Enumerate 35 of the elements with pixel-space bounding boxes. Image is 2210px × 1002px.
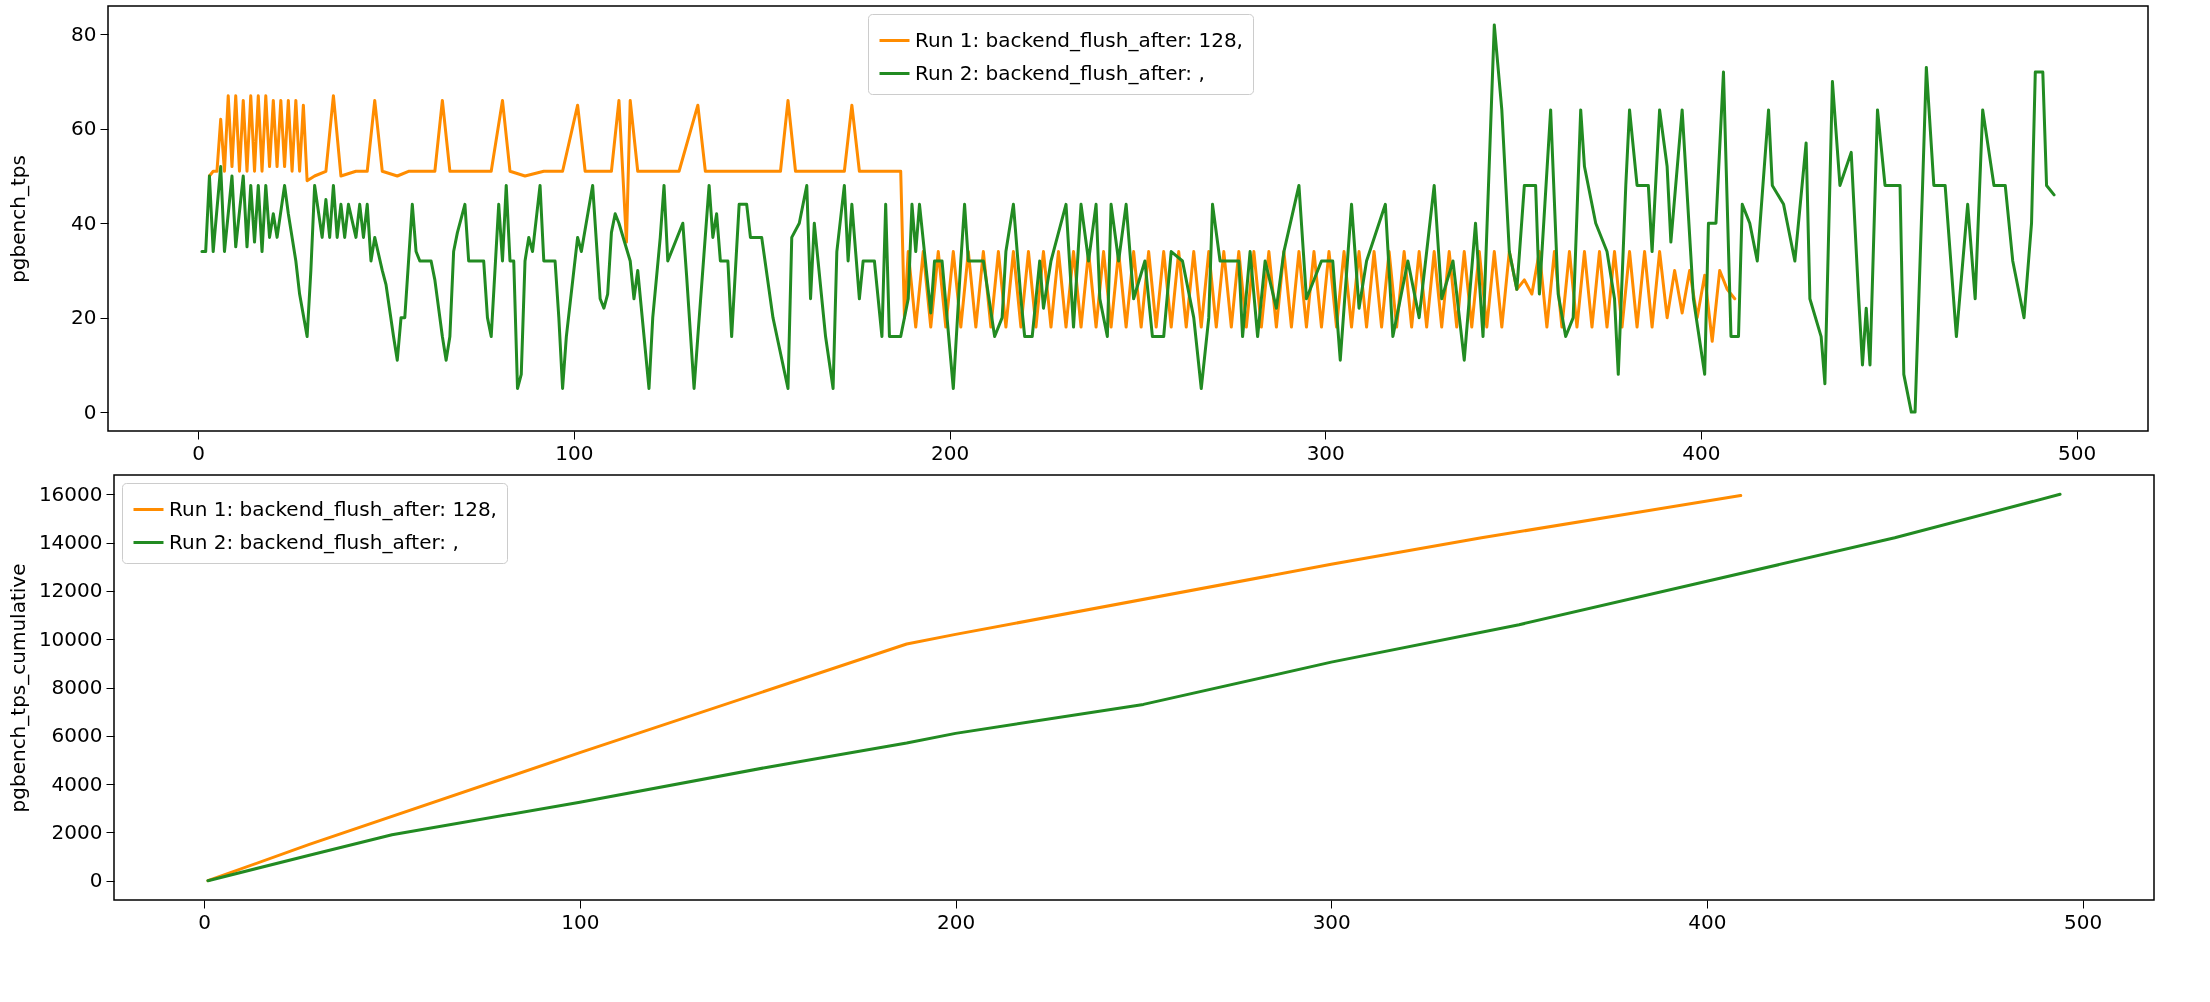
x-tick-label: 300 [1312,909,1351,934]
y-tick-label: 12000 [38,578,103,603]
x-tick-label: 300 [1306,440,1345,465]
y-tick-label: 10000 [38,626,103,651]
y-tick-label: 80 [71,21,97,46]
y-tick-label: 4000 [51,771,103,796]
x-tick-label: 100 [555,440,594,465]
y-tick-label: 60 [71,116,97,141]
x-tick-label: 0 [198,909,212,934]
line-series [200,23,2056,414]
line-series [207,94,1737,343]
y-axis-title: pgbench_tps_cumulative [5,563,30,813]
y-tick-label: 14000 [38,530,103,555]
legend-label: Run 2: backend_flush_after: , [915,60,1205,85]
x-tick-label: 200 [930,440,970,465]
y-tick-label: 8000 [51,675,103,699]
y-tick-label: 20 [71,305,97,330]
y-tick-label: 40 [71,210,97,235]
x-tick-label: 500 [2058,440,2097,465]
legend-label: Run 1: backend_flush_after: 128, [169,496,497,521]
x-tick-label: 400 [1682,440,1721,465]
legend-label: Run 1: backend_flush_after: 128, [915,27,1243,52]
x-tick-label: 0 [192,440,206,465]
x-tick-label: 100 [561,909,600,934]
legend-label: Run 2: backend_flush_after: , [169,529,459,554]
y-axis-title: pgbench_tps [5,155,30,283]
x-tick-label: 200 [936,909,976,934]
x-tick-label: 400 [1688,909,1727,934]
y-tick-label: 16000 [38,481,103,506]
y-tick-label: 2000 [51,819,103,844]
y-tick-label: 0 [83,399,97,424]
x-tick-label: 500 [2064,909,2103,934]
line-series [206,492,2062,883]
y-tick-label: 0 [89,868,103,893]
y-tick-label: 6000 [51,723,103,748]
